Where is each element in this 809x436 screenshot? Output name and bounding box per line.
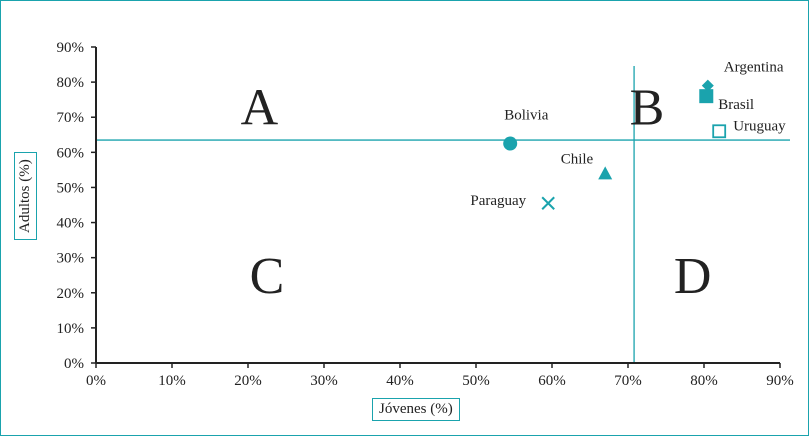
x-tick-label: 50% <box>462 373 490 389</box>
x-tick-label: 20% <box>234 373 262 389</box>
y-tick-label: 50% <box>57 180 85 196</box>
quadrant-label-d: D <box>674 248 712 305</box>
y-tick-label: 30% <box>57 251 85 267</box>
x-tick-label: 90% <box>766 373 794 389</box>
x-tick-label: 60% <box>538 373 566 389</box>
quadrant-label-c: C <box>250 248 285 305</box>
y-tick-label: 70% <box>57 110 85 126</box>
quadrant-label-b: B <box>630 80 665 137</box>
x-tick-label: 40% <box>386 373 414 389</box>
point-label-chile: Chile <box>561 151 594 167</box>
x-tick-label: 30% <box>310 373 338 389</box>
point-label-uruguay: Uruguay <box>733 118 786 134</box>
point-chile <box>598 166 613 180</box>
point-argentina <box>701 79 714 92</box>
y-tick-label: 0% <box>64 356 84 372</box>
y-tick-label: 40% <box>57 216 85 232</box>
x-tick-label: 70% <box>614 373 642 389</box>
y-tick-label: 90% <box>57 40 85 56</box>
y-tick-label: 80% <box>57 75 85 91</box>
y-axis-title: Adultos (%) <box>14 152 37 240</box>
x-tick-label: 0% <box>86 373 106 389</box>
point-label-argentina: Argentina <box>724 60 784 76</box>
point-brasil <box>699 89 714 104</box>
x-tick-label: 10% <box>158 373 186 389</box>
y-tick-label: 60% <box>57 145 85 161</box>
x-axis-title: Jóvenes (%) <box>372 398 460 421</box>
quadrant-label-a: A <box>241 80 279 137</box>
y-tick-label: 10% <box>57 321 85 337</box>
x-tick-label: 80% <box>690 373 718 389</box>
y-tick-label: 20% <box>57 286 85 302</box>
point-bolivia <box>503 136 518 151</box>
point-paraguay <box>541 196 555 210</box>
point-label-brasil: Brasil <box>718 97 754 113</box>
point-label-paraguay: Paraguay <box>470 193 526 209</box>
point-uruguay <box>712 124 727 139</box>
point-label-bolivia: Bolivia <box>504 108 549 124</box>
